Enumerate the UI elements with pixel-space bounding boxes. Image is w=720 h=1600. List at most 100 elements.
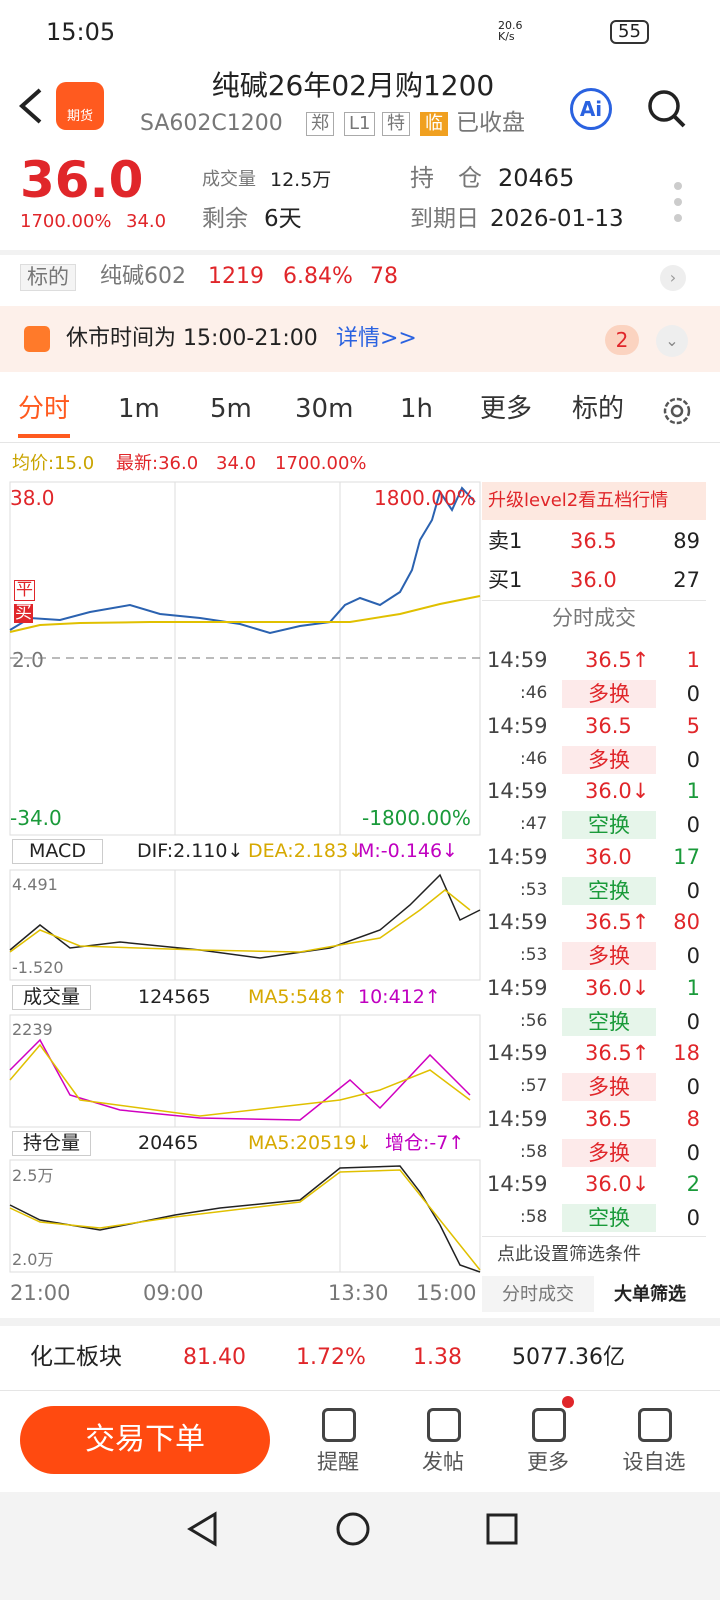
tab[interactable]: 1h xyxy=(400,394,434,424)
settings[interactable] xyxy=(660,394,694,428)
axis-label: -1.520 xyxy=(12,958,64,977)
trade-volume: 8 xyxy=(686,1106,700,1131)
trade-time: 14:59 xyxy=(487,1106,548,1131)
trade-time: 14:59 xyxy=(487,1041,548,1065)
system-nav xyxy=(0,1492,720,1600)
nav-icon[interactable] xyxy=(532,1408,566,1442)
filter-text[interactable]: 点此设置筛选条件 xyxy=(497,1244,641,1265)
trade-second: :46 xyxy=(520,683,548,703)
ai-button[interactable]: Ai xyxy=(570,88,612,130)
label: 到期日 xyxy=(410,206,479,232)
trade-oi: 0 xyxy=(686,747,700,772)
underlying-pct: 6.84% xyxy=(283,264,353,289)
trade-oi: 0 xyxy=(686,682,700,706)
divider xyxy=(482,1236,706,1237)
tab[interactable]: 更多 xyxy=(480,394,533,424)
nav-icon[interactable] xyxy=(638,1408,672,1442)
trade-time: 14:59 xyxy=(487,910,548,934)
nav-label[interactable]: 发帖 xyxy=(422,1450,464,1474)
trade-price: 36.5↑ xyxy=(585,910,650,934)
notice-badge: 2 xyxy=(605,325,639,355)
tag: 临 xyxy=(420,112,448,136)
trade-time: 14:59 xyxy=(487,713,548,738)
search-button[interactable] xyxy=(646,88,688,130)
flag: 平 xyxy=(14,580,35,601)
volume-ma10: 10:412↑ xyxy=(358,986,441,1008)
tab[interactable]: 标的 xyxy=(572,394,625,424)
tab[interactable]: 1m xyxy=(118,394,160,424)
sector-amount: 5077.36亿 xyxy=(512,1345,625,1370)
trade-price: 36.5 xyxy=(585,713,632,738)
trade-second: :47 xyxy=(520,814,548,834)
filter-tab[interactable]: 分时成交 xyxy=(502,1284,574,1305)
market-state[interactable]: 已收盘 xyxy=(456,110,525,136)
trade-button[interactable]: 交易下单 xyxy=(20,1406,270,1474)
tab-bg xyxy=(482,1276,594,1312)
trade-oi: 0 xyxy=(686,1206,700,1230)
axis-label: 2.0 xyxy=(12,648,44,672)
trade-oi: 0 xyxy=(686,878,700,903)
axis-label: 2.0万 xyxy=(12,1250,54,1269)
time-label: 09:00 xyxy=(143,1281,204,1305)
axis-label: 2239 xyxy=(12,1020,53,1039)
tab[interactable]: 分时 xyxy=(18,394,71,424)
trade-price: 36.5 xyxy=(585,1106,632,1131)
more-dots[interactable] xyxy=(672,180,684,224)
trade-second: :46 xyxy=(520,748,548,769)
net-speed: 20.6 K/s xyxy=(498,19,523,43)
change: 34.0 xyxy=(126,211,167,232)
back-button[interactable] xyxy=(18,88,44,124)
trade-oi: 0 xyxy=(686,813,700,837)
divider xyxy=(482,600,706,601)
volume: 12.5万 xyxy=(270,169,332,191)
axis-label: -1800.00% xyxy=(362,806,471,830)
trade-volume: 17 xyxy=(673,844,700,869)
expand-button[interactable]: › xyxy=(660,265,686,291)
oi-change: 增仓:-7↑ xyxy=(385,1132,465,1154)
oi-ma5: MA5:20519↓ xyxy=(248,1132,373,1154)
trade-type: 多换 xyxy=(562,1073,656,1101)
trade-type: 空换 xyxy=(562,1204,656,1232)
macd-m: M:-0.146↓ xyxy=(358,840,458,862)
title: 纯碱26年02月购1200 xyxy=(211,69,495,102)
nav-label[interactable]: 设自选 xyxy=(622,1450,686,1474)
time-label: 13:30 xyxy=(328,1281,389,1305)
nav-icon[interactable] xyxy=(322,1408,356,1442)
trade-second: :53 xyxy=(520,945,548,965)
upgrade-bar[interactable] xyxy=(482,482,706,520)
open-interest: 20465 xyxy=(498,164,575,192)
app-logo: 期货 xyxy=(56,82,104,130)
indicator-select[interactable]: 成交量 xyxy=(12,985,92,1010)
trade-oi: 0 xyxy=(686,1009,700,1034)
indicator-select[interactable]: 持仓量 xyxy=(12,1131,92,1156)
latest-change: 34.0 xyxy=(216,453,257,474)
book-label: 买1 xyxy=(488,568,523,592)
trade-volume: 1 xyxy=(686,779,700,803)
tab[interactable]: 30m xyxy=(295,394,354,424)
axis-label: 4.491 xyxy=(12,875,58,894)
expiry: 2026-01-13 xyxy=(490,206,624,232)
upgrade-text[interactable]: 升级level2看五档行情 xyxy=(488,490,669,511)
trade-time: 14:59 xyxy=(487,844,548,869)
underlying-change: 78 xyxy=(370,264,398,289)
notice-link[interactable]: 详情>> xyxy=(336,326,417,351)
nav-label[interactable]: 更多 xyxy=(527,1450,569,1474)
clock: 15:05 xyxy=(46,18,116,46)
tab[interactable]: 5m xyxy=(210,394,252,424)
nav-icon[interactable] xyxy=(427,1408,461,1442)
label: 成交量 xyxy=(202,169,256,190)
notice-bar xyxy=(0,306,720,372)
filter-tab[interactable]: 大单筛选 xyxy=(614,1284,686,1305)
nav-label[interactable]: 提醒 xyxy=(317,1450,359,1474)
collapse-button[interactable]: ⌄ xyxy=(656,325,688,357)
trade-second: :58 xyxy=(520,1141,548,1162)
time-label: 15:00 xyxy=(416,1281,477,1305)
trade-price: 36.5↑ xyxy=(585,648,650,672)
trade-type: 多换 xyxy=(562,680,656,708)
change-pct: 1700.00% xyxy=(20,211,112,232)
book-price: 36.0 xyxy=(570,568,617,592)
trade-second: :56 xyxy=(520,1010,548,1031)
time-label: 21:00 xyxy=(10,1281,71,1305)
indicator-select[interactable]: MACD xyxy=(12,839,103,864)
